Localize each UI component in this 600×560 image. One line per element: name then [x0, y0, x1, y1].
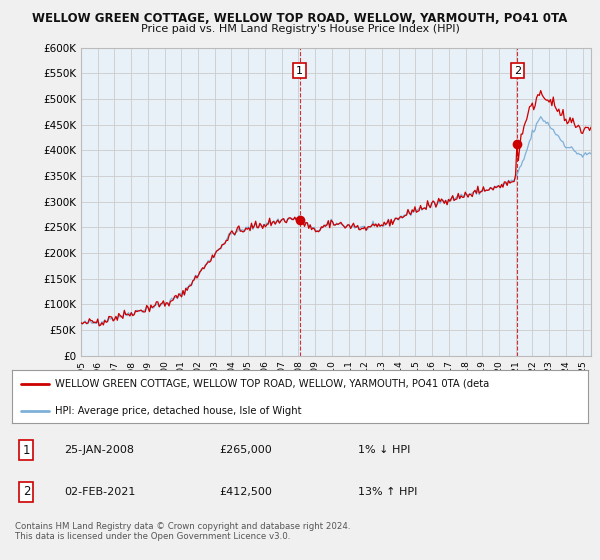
Text: 02-FEB-2021: 02-FEB-2021 [64, 487, 135, 497]
Text: HPI: Average price, detached house, Isle of Wight: HPI: Average price, detached house, Isle… [55, 405, 302, 416]
Text: WELLOW GREEN COTTAGE, WELLOW TOP ROAD, WELLOW, YARMOUTH, PO41 0TA (deta: WELLOW GREEN COTTAGE, WELLOW TOP ROAD, W… [55, 379, 490, 389]
Text: WELLOW GREEN COTTAGE, WELLOW TOP ROAD, WELLOW, YARMOUTH, PO41 0TA: WELLOW GREEN COTTAGE, WELLOW TOP ROAD, W… [32, 12, 568, 25]
Text: 25-JAN-2008: 25-JAN-2008 [64, 445, 134, 455]
Text: Price paid vs. HM Land Registry's House Price Index (HPI): Price paid vs. HM Land Registry's House … [140, 24, 460, 34]
Text: £412,500: £412,500 [220, 487, 272, 497]
Text: 1: 1 [296, 66, 303, 76]
Text: 13% ↑ HPI: 13% ↑ HPI [358, 487, 417, 497]
Text: £265,000: £265,000 [220, 445, 272, 455]
Text: Contains HM Land Registry data © Crown copyright and database right 2024.
This d: Contains HM Land Registry data © Crown c… [15, 522, 350, 542]
Text: 1% ↓ HPI: 1% ↓ HPI [358, 445, 410, 455]
Text: 2: 2 [23, 486, 30, 498]
Text: 1: 1 [23, 444, 30, 457]
Text: 2: 2 [514, 66, 521, 76]
